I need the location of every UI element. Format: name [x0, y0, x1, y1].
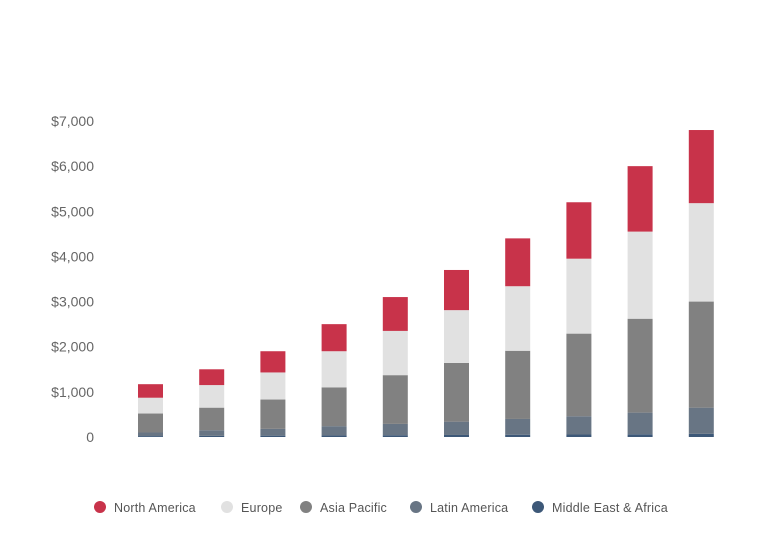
- bar-segment-north-america: [138, 384, 163, 398]
- legend-swatch: [94, 501, 106, 513]
- bar-segment-europe: [382, 330, 408, 376]
- bar-segment-latin-america: [505, 418, 531, 435]
- bar-segment-middle-east-africa: [321, 435, 347, 437]
- bar-segment-middle-east-africa: [138, 436, 163, 437]
- bar-segment-asia-pacific: [566, 333, 592, 417]
- legend-swatch: [221, 501, 233, 513]
- bar-segment-middle-east-africa: [688, 433, 714, 437]
- bar-segment-latin-america: [321, 426, 347, 436]
- bar-segment-north-america: [382, 297, 408, 331]
- bar-segment-latin-america: [566, 416, 592, 435]
- legend-label: Asia Pacific: [320, 501, 387, 515]
- bar-segment-north-america: [199, 369, 225, 386]
- y-tick-label: $5,000: [51, 203, 94, 219]
- bar-segment-latin-america: [260, 428, 286, 436]
- bar-segment-europe: [260, 372, 286, 400]
- y-tick-label: $4,000: [51, 248, 94, 264]
- bar-segment-latin-america: [688, 407, 714, 434]
- bar-segment-europe: [566, 258, 592, 334]
- bar-segment-europe: [138, 397, 163, 414]
- y-tick-label: 0: [86, 429, 94, 445]
- bar-segment-middle-east-africa: [199, 435, 225, 437]
- legend-label: Middle East & Africa: [552, 501, 668, 515]
- bar-segment-europe: [321, 351, 347, 388]
- bar-segment-asia-pacific: [627, 318, 653, 413]
- bar-segment-middle-east-africa: [566, 434, 592, 437]
- bar-segment-middle-east-africa: [505, 434, 531, 437]
- bar-segment-europe: [444, 310, 469, 363]
- bar-segment-europe: [505, 286, 531, 351]
- bar-segment-europe: [627, 231, 653, 319]
- bar-segment-north-america: [260, 351, 286, 373]
- legend: North America Europe Asia Pacific Latin Ame…: [94, 501, 668, 515]
- bar-segment-asia-pacific: [505, 350, 531, 419]
- bar-segment-asia-pacific: [260, 399, 286, 429]
- bar-segment-latin-america: [444, 421, 469, 435]
- y-axis: 0 $1,000 $2,000 $3,000 $4,000 $5,000 $6,000 $7,…: [51, 113, 94, 445]
- legend-swatch: [300, 501, 312, 513]
- legend-item-north-america: North America: [94, 501, 196, 515]
- legend-item-europe: Europe: [221, 501, 283, 515]
- legend-label: Latin America: [430, 501, 508, 515]
- bar-segment-north-america: [627, 166, 653, 232]
- bar-segment-asia-pacific: [138, 413, 163, 433]
- bar-segment-europe: [199, 385, 225, 408]
- y-tick-label: $2,000: [51, 339, 94, 355]
- bar-segment-middle-east-africa: [382, 435, 408, 437]
- bar-segment-asia-pacific: [688, 301, 714, 408]
- legend-swatch: [532, 501, 544, 513]
- y-tick-label: $1,000: [51, 384, 94, 400]
- bar-segment-north-america: [505, 238, 531, 287]
- legend-item-middle-east-africa: Middle East & Africa: [532, 501, 668, 515]
- legend-item-latin-america: Latin America: [410, 501, 508, 515]
- bar-segment-asia-pacific: [199, 407, 225, 431]
- bar-segment-asia-pacific: [444, 362, 469, 422]
- legend-swatch: [410, 501, 422, 513]
- legend-label: Europe: [241, 501, 283, 515]
- legend-label: North America: [114, 501, 196, 515]
- y-tick-label: $6,000: [51, 158, 94, 174]
- bar-segment-latin-america: [382, 423, 408, 436]
- y-tick-label: $7,000: [51, 113, 94, 129]
- bar-segment-asia-pacific: [382, 375, 408, 424]
- legend-item-asia-pacific: Asia Pacific: [300, 501, 387, 515]
- bar-segment-middle-east-africa: [444, 434, 469, 437]
- bar-segment-latin-america: [138, 432, 163, 437]
- bar-segment-north-america: [566, 202, 592, 259]
- bar-segment-middle-east-africa: [627, 434, 653, 437]
- bar-segment-middle-east-africa: [260, 435, 286, 437]
- bar-segment-north-america: [321, 324, 347, 352]
- bar-segment-north-america: [444, 269, 469, 311]
- bars: [138, 130, 714, 437]
- bar-segment-asia-pacific: [321, 387, 347, 427]
- bar-segment-latin-america: [199, 430, 225, 436]
- bar-segment-latin-america: [627, 412, 653, 435]
- bar-segment-europe: [688, 203, 714, 302]
- y-tick-label: $3,000: [51, 294, 94, 310]
- bar-segment-north-america: [688, 130, 714, 204]
